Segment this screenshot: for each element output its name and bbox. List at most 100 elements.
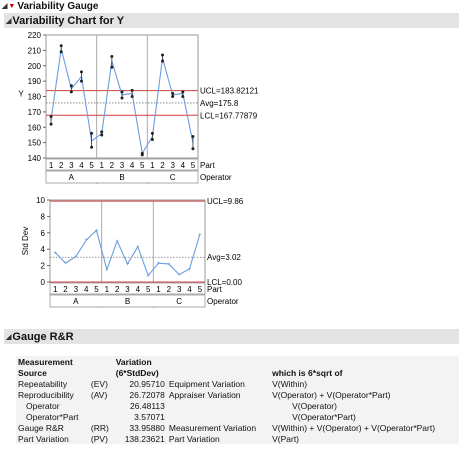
y-tick-label: 210 xyxy=(28,46,42,55)
source-cell: Reproducibility xyxy=(18,389,74,400)
data-point xyxy=(181,90,185,94)
data-point xyxy=(120,96,124,100)
part-label: 2 xyxy=(115,285,120,294)
part-label: 4 xyxy=(187,285,192,294)
operator-label: A xyxy=(73,297,79,306)
operator-axis-label: Operator xyxy=(200,173,232,182)
formula-cell: V(Within) + V(Operator) + V(Operator*Par… xyxy=(272,422,436,433)
data-point xyxy=(140,153,144,157)
part-label: 2 xyxy=(160,161,165,170)
lcl-label: LCL=0.00 xyxy=(207,278,242,287)
part-label: 3 xyxy=(125,285,130,294)
y-tick-label: 6 xyxy=(41,229,46,238)
y-tick-label: 150 xyxy=(28,139,42,148)
value-cell: 20.95710 xyxy=(129,378,165,389)
abbr-cell: (PV) xyxy=(90,433,108,444)
part-axis-label: Part xyxy=(207,285,222,294)
data-point xyxy=(171,95,175,98)
ucl-label: UCL=183.82121 xyxy=(200,87,259,96)
table-header-row: Measurement Variation xyxy=(16,356,459,367)
part-row xyxy=(45,158,199,171)
data-point xyxy=(171,91,175,95)
data-point: + xyxy=(53,250,57,256)
y-tick-label: 200 xyxy=(28,62,42,71)
data-point xyxy=(59,44,63,48)
data-point: + xyxy=(105,268,109,274)
part-label: 3 xyxy=(170,161,175,170)
main-title-bar[interactable]: ◢ ▼ Variability Gauge xyxy=(0,0,459,12)
formula-cell: V(Within) xyxy=(272,378,308,389)
collapse-triangle-icon[interactable]: ◢ xyxy=(2,3,8,10)
data-point xyxy=(49,122,53,126)
abbr-cell: (EV) xyxy=(90,378,108,389)
data-point xyxy=(161,59,165,63)
abbr-cell xyxy=(89,400,114,411)
description-cell: Appraiser Variation xyxy=(168,389,241,400)
data-point: + xyxy=(146,273,150,279)
data-point xyxy=(69,84,73,88)
table-row: Gauge R&R (RR) 33.95880 Measurement Variati… xyxy=(16,422,459,433)
table-row: Operator*Part 3.57071 V(Operator*Part) xyxy=(16,411,459,422)
y-tick-label: 170 xyxy=(28,108,42,117)
variability-chart-header[interactable]: ◢ Variability Chart for Y xyxy=(4,13,459,28)
y-axis-label: Y xyxy=(18,90,24,99)
table-row: Reproducibility (AV) 26.72078 Appraiser Var… xyxy=(16,389,459,400)
data-point: + xyxy=(136,245,140,251)
part-label: 3 xyxy=(177,285,182,294)
y-tick-label: 10 xyxy=(36,196,45,205)
data-point xyxy=(49,114,53,118)
series-line xyxy=(54,229,201,277)
formula-cell: V(Operator*Part) xyxy=(292,411,356,422)
data-point xyxy=(150,138,154,142)
collapse-triangle-icon[interactable]: ◢ xyxy=(6,333,12,341)
abbr-cell: (RR) xyxy=(90,422,109,433)
data-point xyxy=(161,53,165,57)
value-cell: 3.57071 xyxy=(134,411,165,422)
variability-chart-y: 140 150 160 170 180 190 200 210 220 Y UCL=183.8212… xyxy=(18,31,259,184)
value-cell: 26.72078 xyxy=(129,389,165,400)
description-cell: Part Variation xyxy=(168,433,220,444)
avg-label: Avg=175.8 xyxy=(200,99,239,108)
data-point: + xyxy=(126,262,130,268)
operator-label: C xyxy=(170,173,176,182)
part-label: 4 xyxy=(84,285,89,294)
part-label: 1 xyxy=(49,161,54,170)
part-label: 4 xyxy=(79,161,84,170)
part-label: 2 xyxy=(63,285,68,294)
part-label: 2 xyxy=(110,161,115,170)
data-point xyxy=(90,145,94,149)
part-label: 2 xyxy=(167,285,172,294)
operator-label: C xyxy=(176,297,182,306)
table-header-row: Source (6*StdDev) which is 6*sqrt of xyxy=(16,367,459,378)
part-label: 5 xyxy=(146,285,151,294)
data-point xyxy=(181,95,185,98)
data-point xyxy=(120,90,124,94)
y-tick-label: 0 xyxy=(41,278,46,287)
y-tick-label: 180 xyxy=(28,93,42,102)
section-title: Gauge R&R xyxy=(12,330,74,343)
formula-cell: V(Part) xyxy=(272,433,300,444)
y-tick-label: 8 xyxy=(41,212,46,221)
gauge-rr-header[interactable]: ◢ Gauge R&R xyxy=(4,329,459,344)
col-header: which is 6*sqrt of xyxy=(272,367,343,378)
col-header: Source xyxy=(18,367,47,378)
part-label: 5 xyxy=(140,161,145,170)
source-cell: Gauge R&R xyxy=(18,422,64,433)
source-cell: Operator*Part xyxy=(26,411,79,422)
section-title: Variability Chart for Y xyxy=(12,14,125,27)
y-tick-label: 140 xyxy=(28,154,42,163)
source-cell: Repeatability xyxy=(18,378,68,389)
data-point xyxy=(100,130,104,134)
table-row: Operator 26.48113 V(Operator) xyxy=(16,400,459,411)
part-axis-label: Part xyxy=(200,161,215,170)
part-label: 5 xyxy=(198,285,203,294)
operator-row xyxy=(49,294,206,308)
red-triangle-menu-icon[interactable]: ▼ xyxy=(8,2,16,10)
data-point xyxy=(110,65,114,69)
data-point xyxy=(90,131,94,135)
main-title: Variability Gauge xyxy=(17,0,99,12)
data-point: + xyxy=(157,261,161,267)
collapse-triangle-icon[interactable]: ◢ xyxy=(6,17,12,25)
part-label: 1 xyxy=(150,161,155,170)
col-header: Measurement xyxy=(18,356,73,367)
